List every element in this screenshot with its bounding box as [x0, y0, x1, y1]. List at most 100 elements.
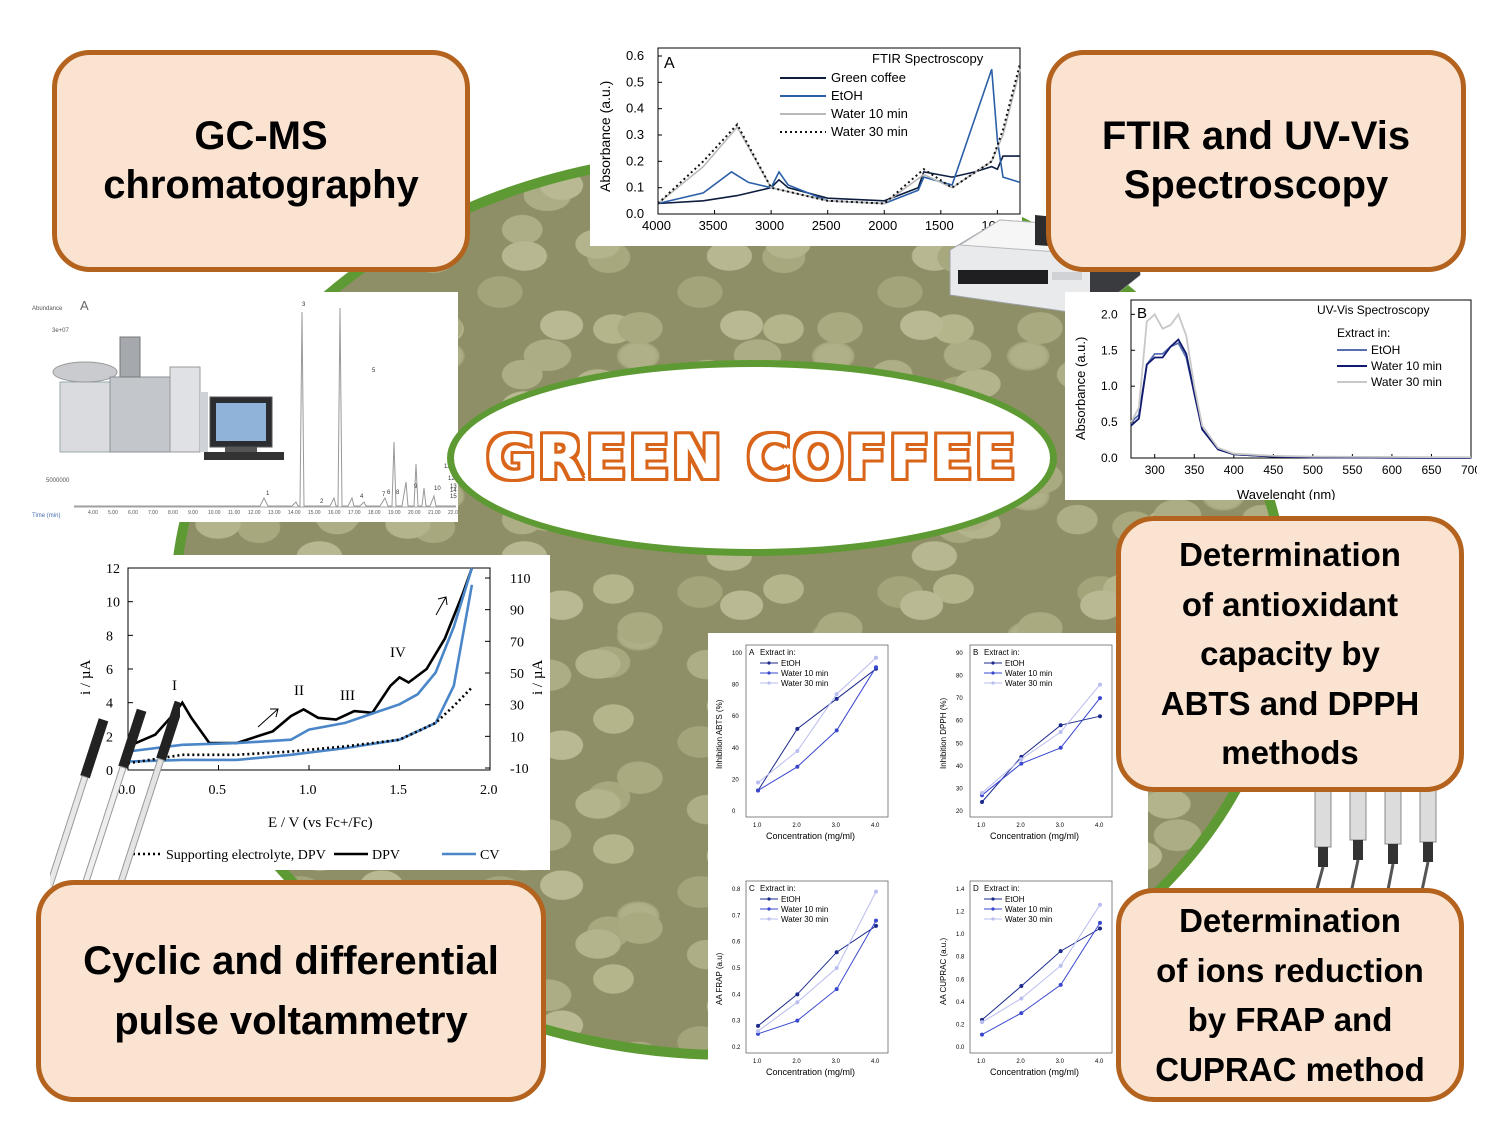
antioxidant-line-2: of antioxidant — [1181, 585, 1399, 623]
gc-peak-label: 12 — [448, 476, 455, 482]
cv-series-line — [127, 567, 474, 748]
cv-xlabel: E / V (vs Fc+/Fc) — [268, 815, 373, 831]
cv-xtick: 0.5 — [209, 783, 227, 798]
small-chart-point — [1019, 761, 1024, 766]
ftir-ytick: 0.5 — [626, 74, 644, 89]
gc-peak-label: 6 — [387, 490, 391, 496]
small-chart-point — [1058, 949, 1063, 954]
small-chart-point — [874, 918, 878, 923]
small-chart-series-line — [981, 922, 1101, 1036]
small-chart-legend-entry: Water 30 min — [781, 915, 828, 924]
small-chart-ytick: 0 — [732, 809, 736, 815]
gc-xtick: 12.00 — [248, 510, 261, 516]
small-chart-ytick: 100 — [732, 651, 743, 657]
cv-arrow-1 — [257, 708, 279, 728]
gc-xtick: 13.00 — [268, 510, 281, 516]
gcms-line-2: chromatography — [103, 163, 419, 207]
cv-legend-entry: CV — [480, 848, 499, 863]
cv-xtick: 1.5 — [390, 783, 408, 798]
cv-ytick-right: 30 — [510, 699, 524, 714]
small-chart-ytick: 90 — [956, 651, 963, 657]
small-chart-xlabel: Concentration (mg/ml) — [990, 831, 1079, 841]
small-chart-point — [795, 726, 800, 731]
ions-line-4: CUPRAC method — [1155, 1050, 1425, 1088]
small-chart-ytick: 50 — [956, 741, 963, 747]
small-chart-series-line — [981, 904, 1101, 1023]
uvvis-xtick: 500 — [1303, 463, 1323, 477]
small-chart-legend-title: Extract in: — [984, 648, 1020, 657]
voltammogram-chart: i / µA i / µA E / V (vs Fc+/Fc) 0 2 4 6 8 10 1… — [78, 562, 546, 863]
uvvis-xtick: 400 — [1224, 463, 1244, 477]
uvvis-panel-letter: B — [1137, 305, 1147, 322]
small-chart-ytick: 0.0 — [956, 1045, 965, 1051]
ftir-uvvis-line-2: Spectroscopy — [1123, 163, 1389, 207]
cv-ytick-right: 10 — [510, 730, 524, 745]
cv-peak-label: IV — [390, 645, 406, 661]
pipettes-image — [1300, 772, 1460, 902]
small-chart-point — [1019, 984, 1024, 989]
gc-peak-label: 5 — [372, 368, 376, 374]
small-chart-letter: C — [749, 884, 755, 893]
uvvis-chart-panel: B UV-Vis Spectroscopy Extract in: Absorb… — [1065, 292, 1481, 502]
small-chart-point — [834, 987, 839, 992]
gc-xtick: 17.00 — [348, 510, 361, 516]
small-chart-letter: A — [749, 648, 755, 657]
cv-ytick-left: 2 — [106, 730, 113, 745]
small-chart-point — [756, 1029, 760, 1034]
small-chart-xlabel: Concentration (mg/ml) — [766, 831, 855, 841]
small-chart-letter: B — [973, 648, 978, 657]
small-chart-ytick: 70 — [956, 696, 963, 702]
uvvis-series-line — [1130, 338, 1472, 459]
cv-peak-label: II — [294, 683, 304, 699]
ftir-series-line — [657, 155, 1020, 205]
small-chart-series-line — [981, 684, 1101, 794]
gc-peak-label: 7 — [382, 492, 386, 498]
cv-ylabel-left: i / µA — [78, 660, 94, 695]
cv-ytick-left: 0 — [106, 764, 113, 779]
uvvis-xtick: 550 — [1342, 463, 1362, 477]
uvvis-xtick: 700 — [1461, 463, 1477, 477]
small-chart-xlabel: Concentration (mg/ml) — [990, 1067, 1079, 1077]
cv-peak-label: III — [340, 688, 355, 704]
uvvis-xtick: 600 — [1382, 463, 1402, 477]
uvvis-chart: B UV-Vis Spectroscopy Extract in: Absorb… — [1073, 299, 1481, 502]
ftir-xtick: 3000 — [755, 218, 784, 233]
cv-xtick: 0.0 — [118, 783, 136, 798]
small-chart-legend-entry: Water 10 min — [1005, 905, 1052, 914]
small-chart-point — [980, 799, 984, 804]
gc-peak-label: 4 — [360, 494, 364, 500]
small-chart-ytick: 30 — [956, 786, 963, 792]
cv-legend-entry: DPV — [372, 848, 400, 863]
cv-ytick-right: 110 — [510, 572, 530, 587]
small-chart-point — [795, 992, 800, 997]
ftir-legend-entry: Water 30 min — [831, 124, 908, 139]
cv-series-line — [127, 584, 474, 763]
small-chart-point — [795, 764, 800, 769]
center-oval: GREEN COFFEE — [447, 360, 1057, 556]
ions-reduction-box: Determination of ions reduction by FRAP … — [1116, 888, 1464, 1102]
small-chart-point — [756, 788, 760, 793]
cv-ytick-left: 10 — [106, 596, 120, 611]
ftir-xtick: 1500 — [925, 218, 954, 233]
small-chart-ytick: 20 — [732, 777, 739, 783]
small-chart-xtick: 3.0 — [832, 1059, 841, 1065]
small-chart-point — [1098, 682, 1102, 687]
gc-ms-instrument-image — [52, 336, 284, 460]
uvvis-series-line — [1130, 312, 1472, 459]
small-chart-ytick: 0.3 — [732, 1019, 741, 1025]
ftir-xtick: 4000 — [642, 218, 671, 233]
cv-arrow-2 — [435, 596, 448, 616]
small-chart-xtick: 3.0 — [832, 823, 841, 829]
small-chart-ytick: 60 — [956, 719, 963, 725]
small-chart-point — [874, 889, 878, 894]
ftir-ytick: 0.2 — [626, 153, 644, 168]
small-chart-series-line — [981, 715, 1101, 803]
small-chart-point — [1019, 757, 1024, 762]
ftir-chart-panel: A FTIR Spectroscopy Absorbance (a.u.) 0.… — [590, 42, 1022, 246]
gc-xtick: 15.00 — [308, 510, 321, 516]
small-chart-series-line — [757, 925, 877, 1027]
small-chart-xtick: 1.0 — [753, 823, 762, 829]
small-chart-series-line — [757, 668, 877, 791]
